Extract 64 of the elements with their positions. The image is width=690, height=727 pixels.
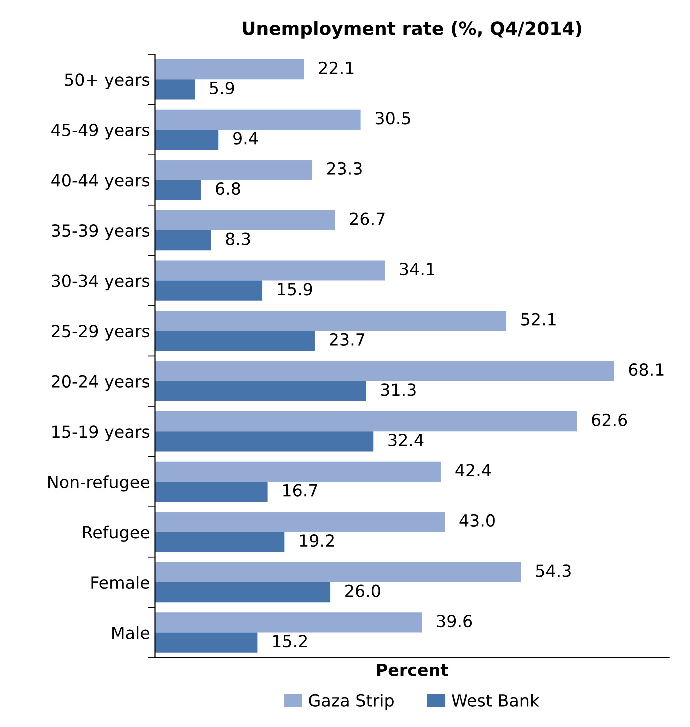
- data-label: 31.3: [381, 384, 416, 396]
- y-tick-label: 45-49 years: [52, 124, 150, 140]
- bar: [155, 462, 442, 482]
- data-label: 54.3: [536, 564, 571, 578]
- bar: [155, 331, 315, 352]
- y-tick-label: 30-34 years: [52, 274, 150, 291]
- bar: [155, 361, 614, 382]
- y-tick-label: 25-29 years: [52, 325, 150, 341]
- data-label: 9.4: [234, 132, 258, 145]
- bar: [155, 381, 366, 402]
- data-label: 19.2: [300, 534, 334, 548]
- y-tick-label: 40-44 years: [52, 174, 150, 190]
- data-label: 26.7: [350, 212, 385, 226]
- data-label: 15.9: [278, 283, 312, 296]
- data-label: 16.7: [284, 484, 318, 497]
- bar: [155, 562, 522, 583]
- data-label: 42.4: [456, 464, 492, 476]
- y-tick-label: Refugee: [83, 526, 150, 542]
- data-label: 26.0: [346, 584, 380, 598]
- chart-title: Unemployment rate (%, Q4/2014): [243, 21, 582, 39]
- data-label: 34.1: [400, 262, 435, 276]
- bar: [155, 412, 578, 432]
- data-label: 32.4: [388, 434, 424, 447]
- data-label: 52.1: [522, 313, 556, 326]
- data-label: 30.5: [376, 112, 410, 125]
- data-label: 15.2: [273, 635, 308, 648]
- y-tick-label: Female: [92, 576, 150, 590]
- bar: [155, 80, 196, 100]
- bar: [155, 260, 386, 281]
- bar: [155, 532, 285, 552]
- bar: [155, 230, 212, 251]
- data-label: 23.3: [327, 162, 362, 176]
- bar: [155, 210, 336, 231]
- y-tick-label: 20-24 years: [52, 375, 150, 392]
- y-tick-label: 50+ years: [65, 74, 150, 90]
- bar: [155, 110, 361, 130]
- bar: [155, 512, 446, 532]
- y-tick-label: Non-refugee: [48, 476, 150, 492]
- bar: [155, 130, 219, 150]
- bar: [155, 180, 202, 200]
- y-tick-label: Male: [112, 626, 150, 640]
- data-label: 5.9: [210, 82, 234, 95]
- data-label: 22.1: [319, 62, 354, 74]
- y-tick-label: 35-39 years: [52, 224, 150, 240]
- data-label: 39.6: [437, 614, 472, 628]
- data-label: 8.3: [226, 232, 250, 246]
- x-axis-title: Percent: [377, 664, 448, 676]
- bar: [155, 632, 258, 653]
- data-label: 68.1: [629, 364, 664, 376]
- bar: [155, 310, 506, 332]
- legend-label: Gaza Strip: [309, 694, 394, 710]
- bar: [155, 280, 262, 301]
- data-label: 6.8: [216, 182, 240, 196]
- bar: [155, 482, 268, 502]
- data-label: 43.0: [460, 514, 495, 528]
- bar: [155, 582, 330, 603]
- data-label: 62.6: [592, 414, 628, 426]
- bar: [155, 160, 312, 180]
- data-label: 23.7: [330, 333, 365, 346]
- bar: [155, 612, 422, 633]
- bar: [155, 60, 304, 80]
- y-tick-label: 15-19 years: [52, 426, 150, 442]
- bar: [155, 432, 374, 452]
- legend-label: West Bank: [452, 694, 540, 707]
